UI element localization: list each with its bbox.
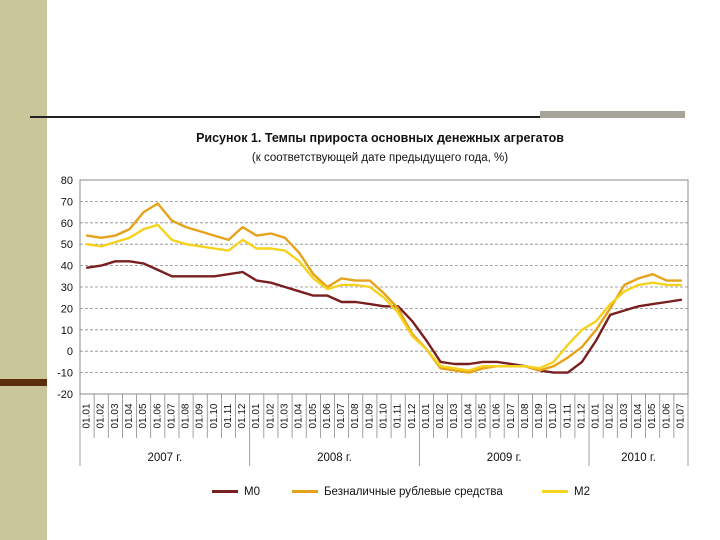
y-tick-label: 70 bbox=[61, 196, 73, 208]
x-tick-label: 01.01 bbox=[82, 403, 93, 428]
x-tick-label: 01.04 bbox=[124, 403, 135, 428]
x-tick-label: 01.02 bbox=[265, 403, 276, 428]
legend-label-cashless: Безналичные рублевые средства bbox=[324, 486, 503, 498]
x-tick-label: 01.01 bbox=[251, 403, 262, 428]
x-tick-label: 01.12 bbox=[576, 403, 587, 428]
year-label: 2007 г. bbox=[147, 452, 182, 464]
series-line-1 bbox=[85, 260, 683, 374]
x-tick-label: 01.11 bbox=[393, 403, 404, 428]
x-tick-label: 01.11 bbox=[562, 403, 573, 428]
x-tick-label: 01.02 bbox=[435, 403, 446, 428]
header-accent-block bbox=[540, 111, 685, 122]
chart-panel bbox=[47, 118, 707, 510]
y-tick-label: 30 bbox=[61, 282, 73, 294]
legend-label-m2: M2 bbox=[574, 486, 590, 498]
y-tick-label: -20 bbox=[57, 389, 73, 401]
y-tick-label: 60 bbox=[61, 218, 73, 230]
x-tick-label: 01.09 bbox=[364, 403, 375, 428]
y-tick-label: 0 bbox=[67, 346, 73, 358]
x-tick-label: 01.10 bbox=[548, 403, 559, 428]
series-line-3 bbox=[85, 223, 683, 372]
x-tick-label: 01.04 bbox=[463, 403, 474, 428]
x-tick-label: 01.12 bbox=[407, 403, 418, 428]
legend-item-cashless: Безналичные рублевые средства bbox=[292, 486, 503, 498]
x-tick-label: 01.12 bbox=[237, 403, 248, 428]
x-tick-label: 01.07 bbox=[166, 403, 177, 428]
year-label: 2010 г. bbox=[621, 452, 656, 464]
x-tick-label: 01.05 bbox=[477, 403, 488, 428]
legend-item-m2: M2 bbox=[542, 486, 590, 498]
x-tick-label: 01.06 bbox=[492, 403, 503, 428]
header-rule bbox=[30, 116, 685, 118]
left-accent-bar bbox=[0, 379, 47, 386]
x-tick-label: 01.01 bbox=[591, 403, 602, 428]
x-tick-label: 01.08 bbox=[520, 403, 531, 428]
chart-title: Рисунок 1. Темпы прироста основных денеж… bbox=[196, 131, 564, 145]
y-tick-label: 80 bbox=[61, 175, 73, 187]
x-tick-label: 01.04 bbox=[633, 403, 644, 428]
x-tick-label: 01.09 bbox=[195, 403, 206, 428]
x-tick-label: 01.07 bbox=[506, 403, 517, 428]
x-tick-label: 01.10 bbox=[379, 403, 390, 428]
x-tick-label: 01.11 bbox=[223, 403, 234, 428]
x-tick-label: 01.05 bbox=[647, 403, 658, 428]
legend-swatch-cashless bbox=[292, 490, 318, 494]
legend-item-m0: M0 bbox=[212, 486, 260, 498]
x-tick-label: 01.03 bbox=[280, 403, 291, 428]
x-tick-label: 01.10 bbox=[209, 403, 220, 428]
x-tick-label: 01.07 bbox=[336, 403, 347, 428]
legend-swatch-m2 bbox=[542, 490, 568, 494]
legend-label-m0: M0 bbox=[244, 486, 260, 498]
x-tick-label: 01.05 bbox=[138, 403, 149, 428]
year-label: 2008 г. bbox=[317, 452, 352, 464]
x-tick-label: 01.03 bbox=[619, 403, 630, 428]
x-tick-label: 01.09 bbox=[534, 403, 545, 428]
y-tick-label: 50 bbox=[61, 239, 73, 251]
x-tick-label: 01.01 bbox=[421, 403, 432, 428]
chart-subtitle: (к соответствующей дате предыдущего года… bbox=[251, 152, 509, 164]
x-tick-label: 01.06 bbox=[152, 403, 163, 428]
x-tick-label: 01.07 bbox=[675, 403, 686, 428]
y-tick-label: -10 bbox=[57, 368, 73, 380]
x-tick-label: 01.06 bbox=[661, 403, 672, 428]
x-tick-label: 01.05 bbox=[308, 403, 319, 428]
x-tick-label: 01.08 bbox=[350, 403, 361, 428]
x-tick-label: 01.02 bbox=[605, 403, 616, 428]
x-tick-label: 01.06 bbox=[322, 403, 333, 428]
y-tick-label: 10 bbox=[61, 325, 73, 337]
left-decor-strip bbox=[0, 0, 47, 540]
x-tick-label: 01.03 bbox=[110, 403, 121, 428]
x-tick-label: 01.08 bbox=[181, 403, 192, 428]
x-tick-label: 01.03 bbox=[449, 403, 460, 428]
x-tick-label: 01.02 bbox=[96, 403, 107, 428]
y-tick-label: 40 bbox=[61, 261, 73, 273]
x-tick-label: 01.04 bbox=[294, 403, 305, 428]
series-line-2 bbox=[85, 202, 683, 374]
legend-swatch-m0 bbox=[212, 490, 238, 494]
y-tick-label: 20 bbox=[61, 303, 73, 315]
year-label: 2009 г. bbox=[487, 452, 522, 464]
